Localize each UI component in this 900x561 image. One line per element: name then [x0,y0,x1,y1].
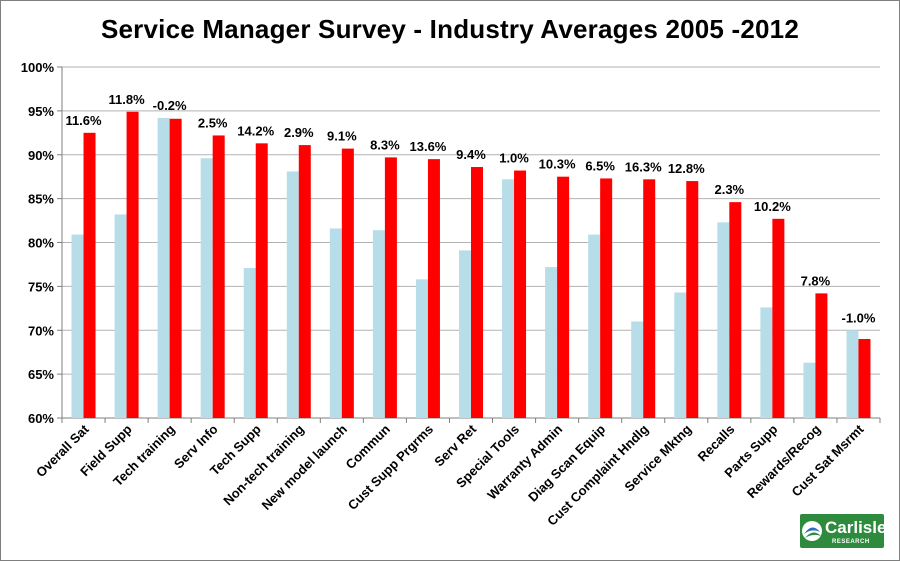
data-label: 9.1% [327,129,357,144]
bar-series-1 [200,158,213,418]
y-tick-label: 75% [28,279,54,294]
x-category-label: New model launch [259,421,350,512]
data-label: 12.8% [668,161,705,176]
data-label: 10.2% [754,199,791,214]
carlisle-swirl-icon [802,521,822,541]
data-label: 16.3% [625,159,662,174]
y-tick-label: 90% [28,148,54,163]
data-label: 2.5% [198,115,228,130]
bar-series-1 [502,179,515,418]
bar-series-2 [298,145,311,418]
data-label: 1.0% [499,151,529,166]
bar-series-2 [514,170,527,418]
chart-title: Service Manager Survey - Industry Averag… [100,14,800,44]
data-label: 14.2% [237,123,274,138]
bar-series-2 [427,159,440,418]
logo-name: Carlisle [825,518,884,537]
bar-series-2 [341,148,354,419]
bar-series-2 [815,293,828,418]
bar-series-1 [717,222,730,418]
bar-series-1 [243,267,256,418]
x-category-label: Non-tech training [220,421,307,508]
bar-series-1 [760,307,773,418]
x-category-label: Cust Supp Prgrms [345,422,436,513]
bar-series-2 [255,143,268,418]
logo-background [800,514,884,548]
bar-series-2 [772,218,785,418]
y-tick-label: 85% [28,192,54,207]
x-category-label: Warranty Admin [484,421,565,502]
bar-series-2 [686,181,699,418]
bar-series-1 [545,267,558,418]
bar-series-2 [557,176,570,418]
bar-series-2 [169,118,182,419]
y-tick-label: 95% [28,104,54,119]
y-tick-label: 60% [28,411,54,426]
bar-series-2 [600,178,613,418]
y-tick-label: 100% [21,60,55,75]
data-label: 13.6% [410,139,447,154]
y-tick-label: 80% [28,236,54,251]
bar-series-1 [803,362,816,418]
bar-series-1 [674,292,687,418]
bar-series-2 [384,157,397,418]
bar-series-2 [643,179,656,418]
data-label: 8.3% [370,137,400,152]
bar-series-1 [846,330,859,418]
bar-series-2 [83,132,96,418]
bar-series-1 [71,234,84,418]
x-category-label: Recalls [695,422,738,465]
bar-series-1 [329,228,342,418]
data-label: 2.3% [714,182,744,197]
bar-series-1 [459,250,471,418]
data-label: -1.0% [841,310,875,325]
bar-series-2 [729,202,742,418]
bar-series-1 [114,214,127,418]
bar-series-1 [372,230,385,418]
data-label: 9.4% [456,147,486,162]
bar-series-1 [157,117,170,419]
logo-subtitle: RESEARCH [832,539,870,545]
bar-series-1 [631,321,644,418]
bar-series-2 [858,339,871,418]
data-label: 2.9% [284,125,314,140]
bar-series-2 [471,167,483,418]
x-category-label: Rewards/Recog [744,421,824,501]
bar-series-1 [588,234,601,418]
bar-series-2 [212,135,225,418]
data-label: 11.8% [109,92,146,107]
y-tick-label: 65% [28,367,54,382]
bar-series-2 [126,111,139,418]
bar-series-1 [415,279,428,418]
data-label: 10.3% [539,157,576,172]
bar-series-1 [286,171,299,418]
data-label: -0.2% [153,98,187,113]
data-label: 6.5% [585,158,615,173]
y-tick-label: 70% [28,323,54,338]
carlisle-research-logo: Carlisle RESEARCH [800,514,884,548]
data-label: 11.6% [65,113,102,128]
data-label: 7.8% [801,273,831,288]
x-category-label: Diag Scan Equip [525,421,608,504]
